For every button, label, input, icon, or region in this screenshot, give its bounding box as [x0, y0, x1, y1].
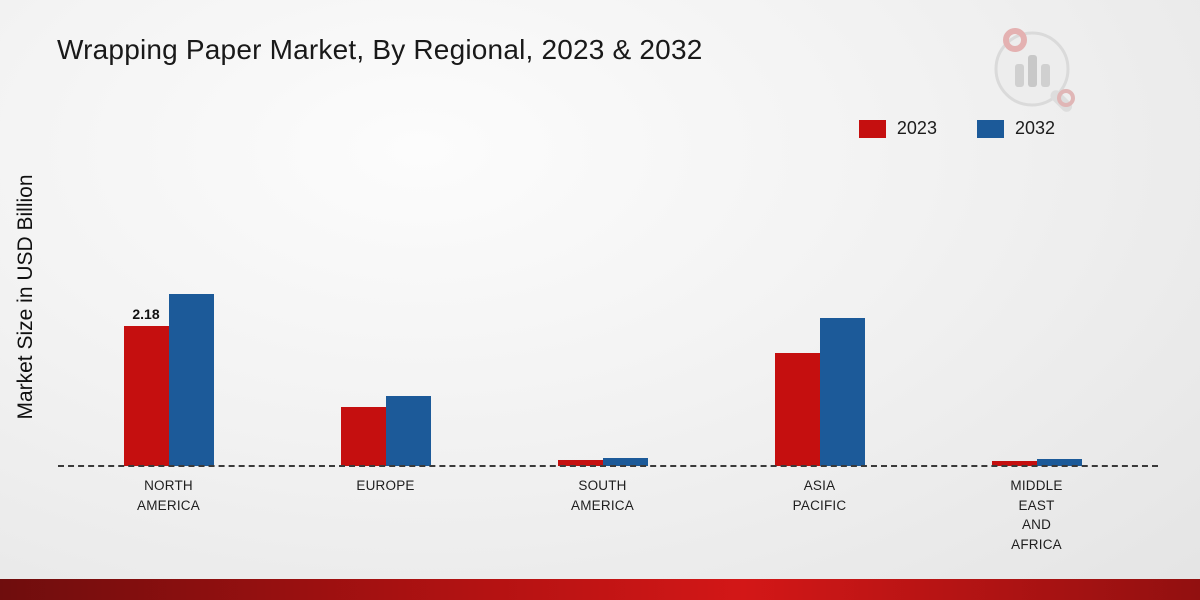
bar-group-middle-east-and-africa [928, 459, 1145, 466]
category-label-middle-east-and-africa: MIDDLE EAST AND AFRICA [1010, 478, 1063, 552]
legend-label: 2023 [896, 118, 937, 138]
bar-2023-europe [340, 407, 386, 466]
bar-group-asia-pacific [711, 318, 928, 466]
bar-2023-middle-east-and-africa [991, 461, 1037, 466]
bar-2023-south-america [557, 460, 603, 466]
legend-item-2032: 2032 [976, 118, 1055, 139]
bar-2032-south-america [602, 458, 648, 466]
bar-2032-middle-east-and-africa [1036, 459, 1082, 466]
legend: 2023 2032 [858, 118, 1055, 139]
legend-item-2023: 2023 [858, 118, 937, 139]
legend-swatch-2032 [976, 119, 1004, 138]
bar-value-label: 2.18 [132, 306, 160, 322]
legend-label: 2032 [1014, 118, 1055, 138]
bar-2032-asia-pacific [819, 318, 865, 466]
category-axis-labels: NORTH AMERICA EUROPE SOUTH AMERICA ASIA PAC… [60, 476, 1145, 554]
category-label-europe: EUROPE [356, 478, 415, 493]
chart-title: Wrapping Paper Market, By Regional, 2023… [57, 34, 703, 65]
brand-logo-icon [994, 28, 1075, 112]
y-axis-label: Market Size in USD Billion [14, 174, 37, 420]
bar-group-europe [277, 396, 494, 466]
bar-group-south-america [494, 458, 711, 466]
bar-group-north-america: 2.18 [60, 294, 277, 466]
category-label-south-america: SOUTH AMERICA [571, 478, 634, 513]
plot-area: 2.18 [60, 116, 1145, 466]
category-label-north-america: NORTH AMERICA [137, 478, 200, 513]
category-label-asia-pacific: ASIA PACIFIC [792, 478, 847, 513]
legend-swatch-2023 [858, 119, 886, 138]
bottom-accent-bar [0, 579, 1200, 600]
bar-2023-asia-pacific [774, 353, 820, 466]
x-axis-baseline [58, 465, 1158, 467]
bar-2032-north-america [168, 294, 214, 466]
bar-2023-north-america: 2.18 [123, 306, 169, 466]
bar-2032-europe [385, 396, 431, 466]
